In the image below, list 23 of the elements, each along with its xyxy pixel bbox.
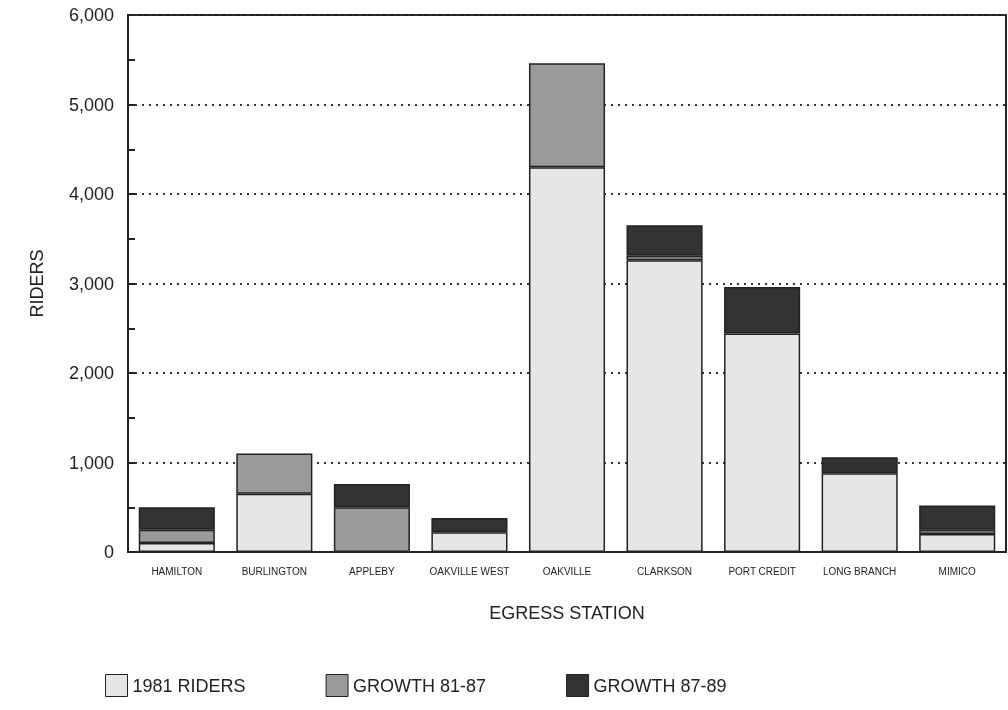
y-tick-label: 6,000 bbox=[68, 5, 114, 25]
x-tick-label: OAKVILLE bbox=[542, 565, 592, 577]
bar bbox=[919, 505, 996, 530]
y-tick-label: 5,000 bbox=[68, 94, 114, 115]
y-tick-label: 1,000 bbox=[68, 452, 114, 473]
y-axis-title: RIDERS bbox=[27, 249, 47, 318]
x-tick-label: APPLEBY bbox=[349, 565, 395, 577]
y-tick-label: 3,000 bbox=[68, 273, 114, 294]
x-tick-label: CLARKSON bbox=[637, 565, 693, 577]
legend-label: 1981 RIDERS bbox=[132, 675, 246, 696]
bar bbox=[626, 225, 703, 256]
x-tick-label: LONG BRANCH bbox=[822, 565, 897, 577]
y-tick-label: 4,000 bbox=[68, 184, 114, 204]
legend-label: GROWTH 87-89 bbox=[593, 675, 727, 696]
y-tick-label: 2,000 bbox=[68, 363, 114, 383]
legend-label: GROWTH 81-87 bbox=[353, 675, 487, 696]
x-tick-label: OAKVILLE WEST bbox=[429, 565, 510, 577]
x-tick-label: BURLINGTON bbox=[241, 565, 308, 577]
x-tick-label: HAMILTON bbox=[151, 565, 203, 577]
x-tick-label: PORT CREDIT bbox=[728, 565, 796, 577]
y-tick-label: 0 bbox=[103, 542, 114, 562]
x-axis-title: EGRESS STATION bbox=[489, 603, 645, 623]
x-tick-label: MIMICO bbox=[938, 565, 977, 577]
